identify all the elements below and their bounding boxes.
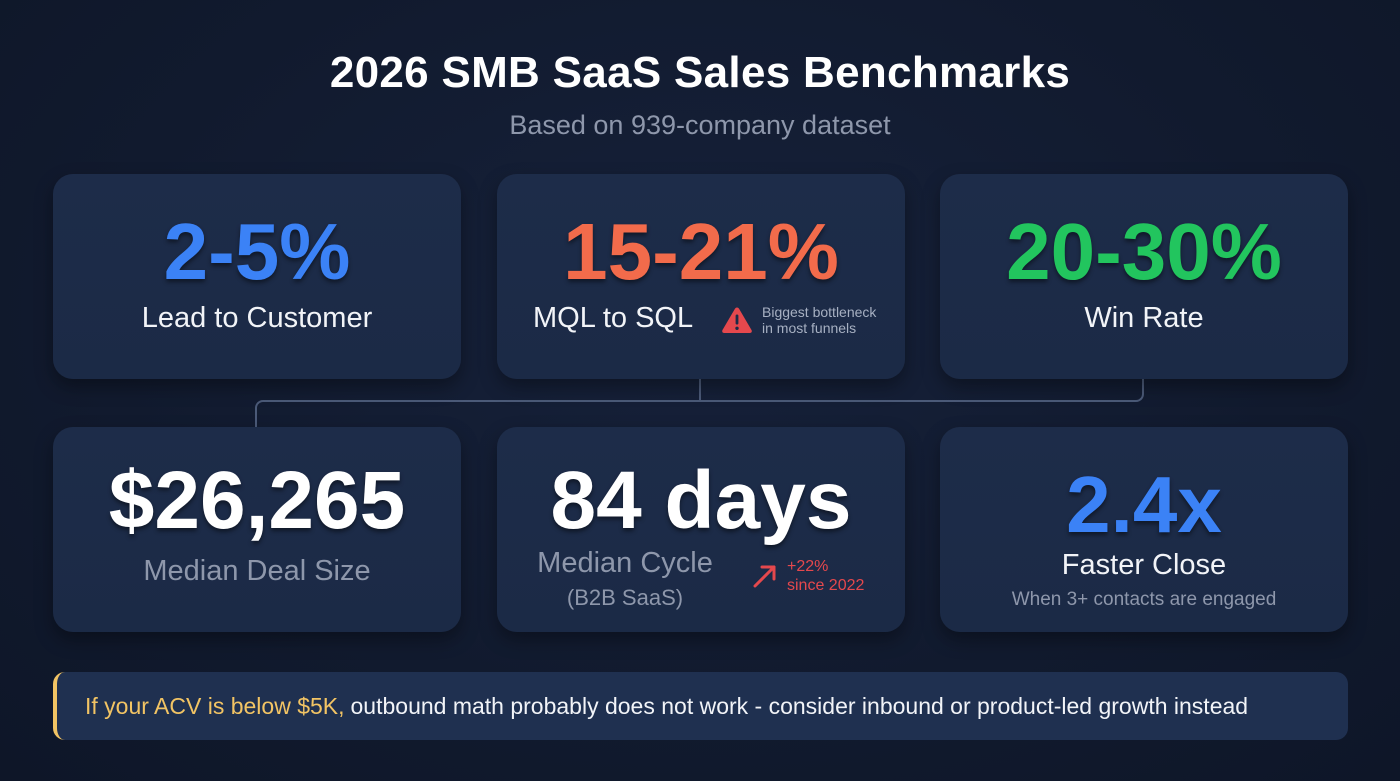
metric-label: Win Rate [1084,302,1204,334]
warning-triangle-icon [722,307,752,333]
warning-line-1: Biggest bottleneck [762,304,877,320]
trend-line-2: since 2022 [787,577,865,594]
metric-label: MQL to SQL [533,302,694,334]
metric-card-lead-to-customer: 2-5% Lead to Customer [53,174,461,379]
metric-label: Median Cycle [537,547,713,579]
callout-text: outbound math probably does not work - c… [350,692,1249,719]
page-subtitle: Based on 939-company dataset [509,110,891,140]
metric-sublabel: When 3+ contacts are engaged [1011,589,1277,610]
metric-value: 15-21% [563,207,839,296]
metric-card-median-deal-size: $26,265 Median Deal Size [53,427,461,632]
metric-label: Median Deal Size [143,555,371,587]
metric-card-win-rate: 20-30% Win Rate [940,174,1348,379]
metric-label: Lead to Customer [141,302,373,334]
metric-card-mql-to-sql: 15-21% MQL to SQL Biggest bottleneck in … [497,174,905,379]
metric-value: 20-30% [1006,207,1282,296]
connector-line [1000,378,1144,402]
metric-value: 2-5% [163,207,351,296]
arrow-up-right-icon [753,565,776,588]
acv-callout: If your ACV is below $5K, outbound math … [53,672,1348,740]
metric-card-median-cycle: 84 days Median Cycle (B2B SaaS) +22% sin… [497,427,905,632]
metric-value: 2.4x [1066,460,1222,549]
trend-note: +22% since 2022 [751,557,864,595]
bottleneck-note: Biggest bottleneck in most funnels [721,304,876,336]
warning-line-2: in most funnels [762,320,857,336]
connector-line [255,400,1001,428]
metric-value: $26,265 [108,455,406,546]
metric-card-faster-close: 2.4x Faster Close When 3+ contacts are e… [940,427,1348,632]
metric-label: Faster Close [1061,549,1227,581]
callout-highlight: If your ACV is below $5K, [85,692,345,719]
page-title: 2026 SMB SaaS Sales Benchmarks [329,48,1071,97]
connector-line [699,378,701,402]
metric-label-qualifier: (B2B SaaS) [566,585,684,610]
metric-value: 84 days [550,455,852,546]
trend-line-1: +22% [787,558,829,575]
